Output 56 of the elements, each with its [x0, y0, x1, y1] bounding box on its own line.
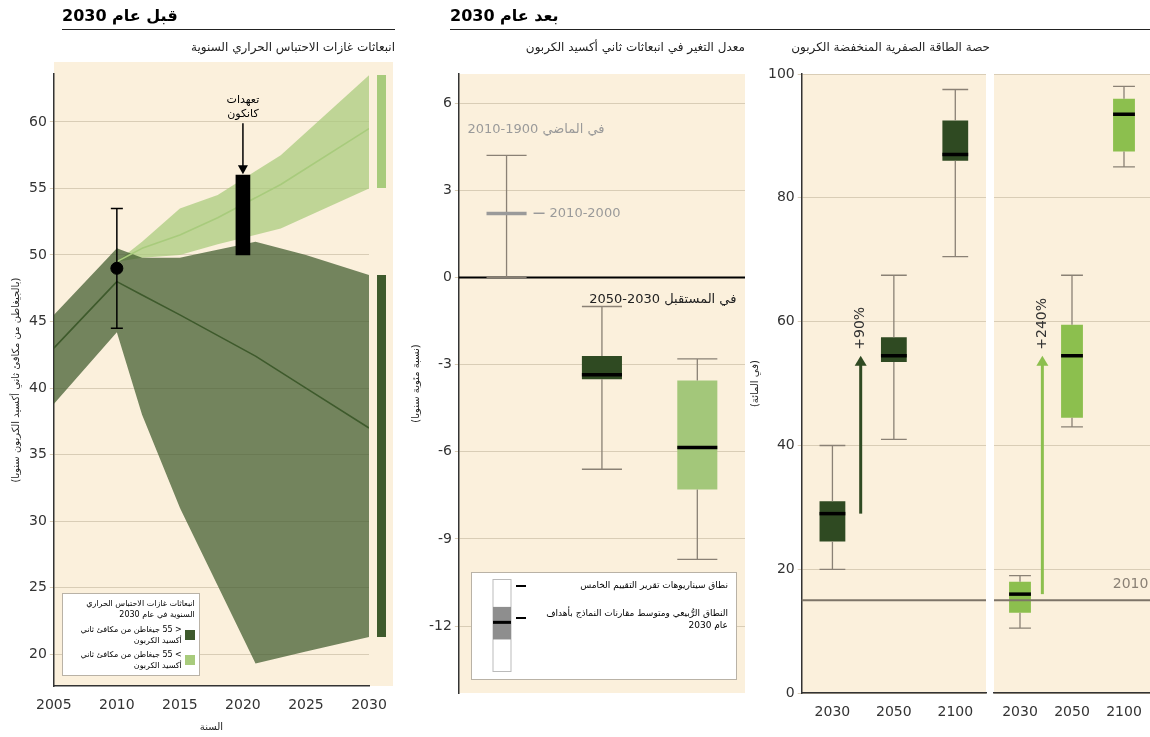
annotation: +240% — [1033, 297, 1049, 350]
y-tick-label: 55 — [28, 179, 47, 196]
x-tick-label: 2030 — [814, 703, 851, 720]
annotation: النطاق الرُّبيعي ومتوسط مقارنات النماذج بأهداف عام 2030 — [545, 607, 728, 632]
y-axis-title: (في المائة) — [748, 360, 761, 408]
chart-title: بعد عام 2030 — [450, 6, 1150, 30]
y-tick-label: 80 — [776, 188, 795, 205]
y-tick-label: -12 — [428, 616, 452, 633]
x-tick-label: 2030 — [351, 696, 387, 713]
chart-subtitle: معدل التغير في انبعاثات ثاني أكسيد الكربون — [524, 40, 745, 54]
x-tick-label: 2025 — [288, 696, 324, 713]
x-tick-label: 2020 — [225, 696, 261, 713]
legend-label: < 55 جيغاطن من مكافئ ثاني أكسيد الكربون — [79, 623, 182, 646]
y-tick-label: 0 — [785, 683, 795, 700]
y-tick-label: 45 — [28, 312, 47, 329]
y-tick-label: 50 — [28, 245, 47, 262]
chart-subtitle: انبعاثات غازات الاحتباس الحراري السنوية — [190, 40, 395, 54]
y-tick-label: 3 — [442, 180, 452, 197]
box-key-legend: نطاق سيناريوهات تقرير التقييم الخامس النطاق الرُّبيعي ومتوسط مقارنات النماذج بأهداف عام 2030 — [470, 572, 737, 680]
annotation: 2010 — [1112, 575, 1149, 592]
y-axis-title: (نسبة مئوية سنويا) — [409, 344, 421, 423]
x-tick-label: 2010 — [99, 696, 135, 713]
y-tick-label: 60 — [28, 112, 47, 129]
x-tick-label: 2030 — [1002, 703, 1038, 720]
y-tick-label: 35 — [28, 445, 47, 462]
chart-subtitle: حصة الطاقة الصفرية المنخفضة الكربون — [790, 40, 990, 54]
x-axis-title: السنة — [199, 720, 223, 732]
y-tick-label: 30 — [28, 511, 47, 528]
annotation: 2010-2000 — [549, 204, 621, 220]
y-tick-label: 6 — [442, 93, 452, 110]
legend-label: > 55 جيغاطن من مكافئ ثاني أكسيد الكربون — [79, 648, 182, 672]
y-tick-label: 100 — [767, 64, 795, 81]
x-tick-label: 2100 — [937, 703, 974, 720]
annotation: في المستقبل 2030-2050 — [589, 291, 737, 307]
x-tick-label: 2050 — [1054, 703, 1090, 720]
y-tick-label: -9 — [437, 529, 452, 546]
x-tick-label: 2050 — [876, 703, 912, 720]
y-tick-label: -6 — [437, 442, 452, 459]
y-axis-title: (بالجيغاطن من مكافئ ثاني أكسيد الكربون سنويا) — [8, 277, 22, 483]
y-tick-label: 25 — [28, 578, 47, 595]
x-tick-label: 2100 — [1106, 703, 1142, 720]
y-tick-label: 20 — [776, 560, 795, 576]
y-tick-label: 60 — [776, 312, 795, 329]
x-tick-label: 2015 — [162, 696, 198, 713]
y-tick-label: 40 — [776, 436, 795, 453]
annotation: تعهدات كانكون — [226, 92, 260, 120]
y-tick-label: 40 — [28, 378, 47, 395]
chart-title: قبل عام 2030 — [62, 6, 395, 30]
annotation: في الماضي 1900-2010 — [467, 121, 605, 137]
y-tick-label: -3 — [437, 355, 452, 372]
legend-title: انبعاثات غازات الاحتباس الحراري السنوية في عام 2030 — [85, 598, 195, 621]
x-tick-label: 2005 — [35, 696, 72, 713]
annotation: نطاق سيناريوهات تقرير التقييم الخامس — [579, 579, 728, 592]
y-tick-label: 20 — [28, 644, 47, 661]
annotation: +90% — [851, 306, 868, 350]
y-tick-label: 0 — [442, 268, 452, 285]
